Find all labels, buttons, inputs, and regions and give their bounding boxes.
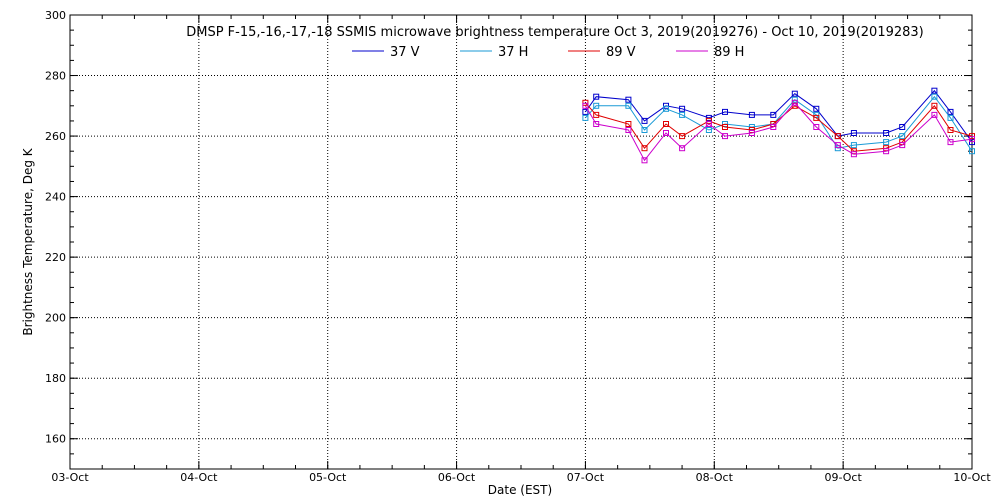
data-series	[582, 87, 975, 164]
data-point	[641, 117, 648, 124]
data-point	[850, 151, 857, 158]
data-point	[969, 136, 975, 143]
chart-title: DMSP F-15,-16,-17,-18 SSMIS microwave br…	[186, 25, 924, 40]
data-point	[748, 130, 755, 136]
legend: 37 V 37 H 89 V 89 H	[352, 45, 744, 60]
grid	[70, 15, 972, 469]
data-point	[834, 133, 841, 140]
x-tick-label: 04-Oct	[180, 471, 218, 484]
data-point	[931, 111, 938, 118]
data-point	[791, 90, 798, 97]
data-point	[947, 114, 954, 121]
data-point	[722, 108, 728, 115]
data-point	[593, 102, 600, 109]
y-tick-label: 280	[45, 70, 66, 83]
y-tick-label: 240	[45, 191, 66, 204]
data-point	[947, 127, 954, 133]
data-point	[679, 105, 686, 112]
data-point	[947, 139, 954, 146]
series-line	[584, 102, 973, 162]
y-tick-label: 160	[45, 433, 66, 446]
data-point	[813, 124, 820, 130]
data-point	[969, 148, 975, 155]
data-point	[834, 142, 841, 149]
data-point	[705, 127, 712, 133]
plot-frame	[69, 14, 973, 470]
data-point	[663, 121, 669, 127]
data-point	[770, 111, 777, 118]
data-point	[931, 102, 938, 109]
data-point	[582, 108, 589, 115]
data-point	[850, 142, 857, 149]
data-point	[582, 102, 589, 109]
x-tick-label: 06-Oct	[438, 471, 476, 484]
data-point	[834, 145, 841, 152]
y-tick-label: 200	[45, 312, 66, 325]
data-point	[705, 121, 712, 127]
data-point	[679, 111, 686, 118]
data-point	[947, 108, 954, 115]
data-point	[593, 111, 600, 118]
y-tick-label: 220	[45, 251, 66, 264]
data-point	[641, 157, 648, 164]
data-point	[770, 124, 777, 130]
data-point	[663, 105, 669, 112]
data-point	[883, 130, 890, 136]
series-line	[585, 95, 973, 152]
data-point	[663, 130, 669, 136]
data-point	[791, 99, 798, 106]
y-tick-label: 180	[45, 372, 66, 385]
legend-label: 37 V	[390, 45, 420, 60]
legend-label: 89 V	[606, 45, 636, 60]
data-point	[582, 114, 589, 121]
data-point	[679, 133, 686, 140]
x-tick-label: 05-Oct	[309, 471, 347, 484]
data-point	[593, 121, 600, 127]
data-point	[899, 133, 906, 140]
x-tick-label: 09-Oct	[824, 471, 862, 484]
data-point	[813, 105, 820, 112]
data-point	[850, 130, 857, 136]
data-point	[641, 145, 648, 152]
data-point	[899, 142, 906, 149]
y-tick-label: 260	[45, 130, 66, 143]
series-line	[584, 89, 973, 143]
data-point	[679, 145, 686, 152]
data-point	[722, 133, 728, 140]
y-axis-label: Brightness Temperature, Deg K	[21, 147, 35, 335]
data-point	[625, 127, 632, 133]
data-point	[813, 114, 820, 121]
x-tick-label: 10-Oct	[953, 471, 991, 484]
data-point	[722, 124, 728, 130]
x-tick-label: 08-Oct	[696, 471, 734, 484]
y-tick-label: 300	[45, 9, 66, 22]
data-point	[931, 87, 938, 94]
legend-label: 89 H	[714, 45, 744, 60]
x-tick-label: 07-Oct	[567, 471, 605, 484]
axes: 160 180 200 220 240 260 280 300 03-Oct 04-Oct 05-O…	[45, 9, 991, 484]
data-point	[593, 93, 600, 100]
data-point	[883, 148, 890, 155]
x-tick-label: 03-Oct	[51, 471, 89, 484]
data-point	[883, 139, 890, 146]
x-axis-label: Date (EST)	[488, 483, 552, 497]
legend-label: 37 H	[498, 45, 528, 60]
data-point	[625, 121, 632, 127]
data-point	[625, 102, 632, 109]
data-point	[899, 124, 906, 130]
data-point	[641, 127, 648, 133]
data-point	[625, 96, 632, 103]
data-point	[931, 93, 938, 100]
data-point	[748, 111, 755, 118]
